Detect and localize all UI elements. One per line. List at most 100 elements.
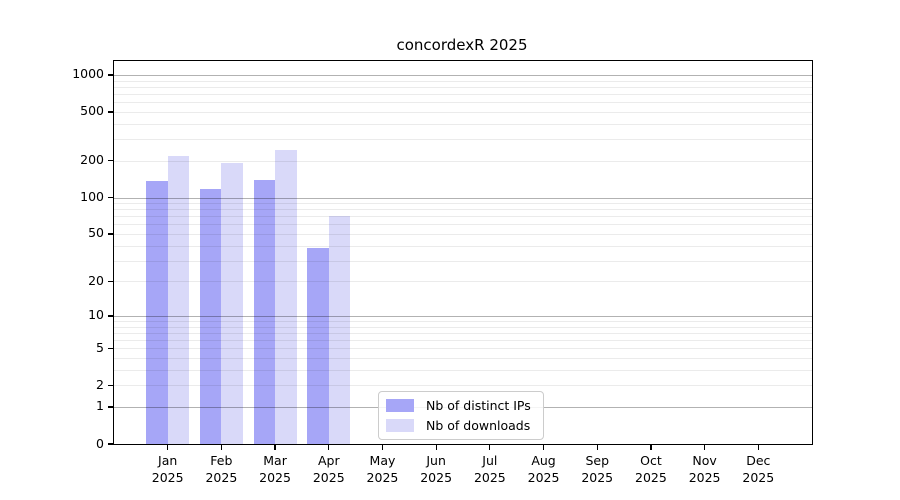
x-tick-mark bbox=[274, 444, 276, 450]
y-tick-label: 100 bbox=[80, 188, 104, 204]
x-tick-year: 2025 bbox=[312, 469, 345, 485]
y-tick-mark bbox=[108, 347, 114, 349]
x-tick-year: 2025 bbox=[420, 469, 453, 485]
x-tick-year: 2025 bbox=[635, 469, 667, 485]
x-tick-mark bbox=[328, 444, 330, 450]
x-tick-month: May bbox=[369, 453, 396, 468]
gridline-major bbox=[114, 74, 812, 76]
gridline-minor bbox=[114, 139, 812, 141]
gridline-minor bbox=[114, 102, 812, 104]
bar-downloads-jan bbox=[167, 155, 190, 444]
y-tick-label: 50 bbox=[88, 225, 104, 241]
y-tick-mark bbox=[108, 111, 114, 113]
legend-label: Nb of distinct IPs bbox=[426, 398, 531, 413]
bar-downloads-apr bbox=[328, 216, 351, 444]
x-tick-mark bbox=[220, 444, 223, 450]
x-tick-mark bbox=[650, 444, 652, 450]
gridline-major bbox=[114, 315, 812, 317]
x-tick-month: Aug bbox=[531, 453, 556, 468]
gridline-minor bbox=[114, 358, 812, 359]
gridline-minor bbox=[114, 94, 812, 95]
x-tick-label: Jan 2025 bbox=[140, 453, 196, 487]
bar-distinct-ips-apr bbox=[307, 248, 329, 444]
y-tick-mark bbox=[108, 160, 114, 162]
x-tick-label: Mar 2025 bbox=[247, 453, 303, 487]
gridline-minor bbox=[114, 245, 812, 247]
x-tick-label: Feb 2025 bbox=[193, 453, 249, 487]
x-tick-month: Sep bbox=[585, 453, 609, 468]
legend-swatch-icon bbox=[386, 399, 414, 412]
gridline-minor bbox=[114, 340, 812, 342]
x-tick-year: 2025 bbox=[205, 469, 238, 485]
bar-downloads-mar bbox=[275, 149, 297, 444]
x-tick-label: Sep 2025 bbox=[569, 453, 625, 487]
x-tick-year: 2025 bbox=[581, 469, 614, 485]
gridline-minor bbox=[114, 234, 812, 235]
bar-downloads-feb bbox=[221, 163, 243, 444]
y-tick-label: 1000 bbox=[72, 66, 104, 82]
legend: Nb of distinct IPs Nb of downloads bbox=[378, 391, 544, 440]
y-tick-mark bbox=[108, 406, 114, 408]
gridline-minor bbox=[114, 209, 812, 211]
y-tick-label: 20 bbox=[88, 272, 104, 288]
y-tick-label: 500 bbox=[80, 103, 104, 119]
x-tick-mark bbox=[542, 444, 545, 450]
gridline-minor bbox=[114, 123, 812, 125]
x-tick-month: Jan bbox=[158, 453, 178, 468]
x-tick-label: May 2025 bbox=[354, 453, 410, 487]
plot-area: Nb of distinct IPs Nb of downloads 0 1 2 5 10… bbox=[72, 60, 813, 485]
x-tick-mark bbox=[596, 444, 598, 450]
x-tick-mark bbox=[703, 444, 706, 450]
x-tick-label: Dec 2025 bbox=[730, 453, 786, 487]
x-tick-year: 2025 bbox=[742, 469, 775, 485]
bar-distinct-ips-mar bbox=[253, 179, 276, 444]
gridline-minor bbox=[114, 203, 812, 204]
x-tick-mark bbox=[381, 444, 384, 450]
x-tick-mark bbox=[167, 444, 169, 450]
bar-distinct-ips-feb bbox=[199, 188, 222, 444]
x-tick-label: Jul 2025 bbox=[462, 453, 518, 487]
x-tick-year: 2025 bbox=[473, 469, 506, 485]
y-tick-mark bbox=[108, 74, 114, 76]
bar-distinct-ips-jan bbox=[146, 181, 168, 444]
x-tick-year: 2025 bbox=[688, 469, 721, 485]
y-tick-mark bbox=[108, 196, 114, 199]
x-tick-label: Jun 2025 bbox=[408, 453, 464, 487]
x-tick-month: Dec bbox=[746, 453, 771, 468]
legend-entry-downloads: Nb of downloads bbox=[386, 418, 534, 433]
y-tick-mark bbox=[108, 384, 114, 386]
x-tick-mark bbox=[757, 444, 759, 450]
legend-entry-distinct-ips: Nb of distinct IPs bbox=[386, 398, 534, 413]
gridline-minor bbox=[114, 111, 812, 113]
x-tick-mark bbox=[489, 444, 491, 450]
x-tick-label: Aug 2025 bbox=[516, 453, 572, 487]
x-tick-label: Apr 2025 bbox=[301, 453, 357, 487]
legend-swatch-icon bbox=[386, 419, 414, 432]
y-tick-label: 10 bbox=[88, 307, 104, 323]
y-tick-label: 5 bbox=[96, 339, 104, 355]
y-tick-label: 200 bbox=[80, 152, 104, 168]
legend-label: Nb of downloads bbox=[426, 418, 531, 433]
gridline-minor bbox=[114, 216, 812, 218]
x-tick-month: Jun bbox=[426, 453, 446, 468]
gridline-minor bbox=[114, 281, 812, 283]
x-tick-year: 2025 bbox=[259, 469, 291, 485]
x-tick-month: Mar bbox=[263, 453, 287, 468]
x-tick-label: Nov 2025 bbox=[677, 453, 733, 487]
x-tick-month: Oct bbox=[640, 453, 662, 468]
gridline-minor bbox=[114, 326, 812, 328]
y-tick-mark bbox=[108, 315, 114, 317]
y-tick-mark bbox=[108, 443, 114, 445]
gridline-minor bbox=[114, 80, 812, 82]
gridline-minor bbox=[114, 385, 812, 387]
x-tick-year: 2025 bbox=[527, 469, 560, 485]
gridline-minor bbox=[114, 348, 812, 350]
gridline-major bbox=[114, 197, 812, 199]
x-tick-year: 2025 bbox=[366, 469, 399, 485]
gridline-minor bbox=[114, 86, 812, 88]
x-tick-month: Jul bbox=[482, 453, 498, 468]
gridline-minor bbox=[114, 160, 812, 162]
chart-title: concordexR 2025 bbox=[396, 36, 528, 54]
y-tick-mark bbox=[108, 233, 114, 235]
